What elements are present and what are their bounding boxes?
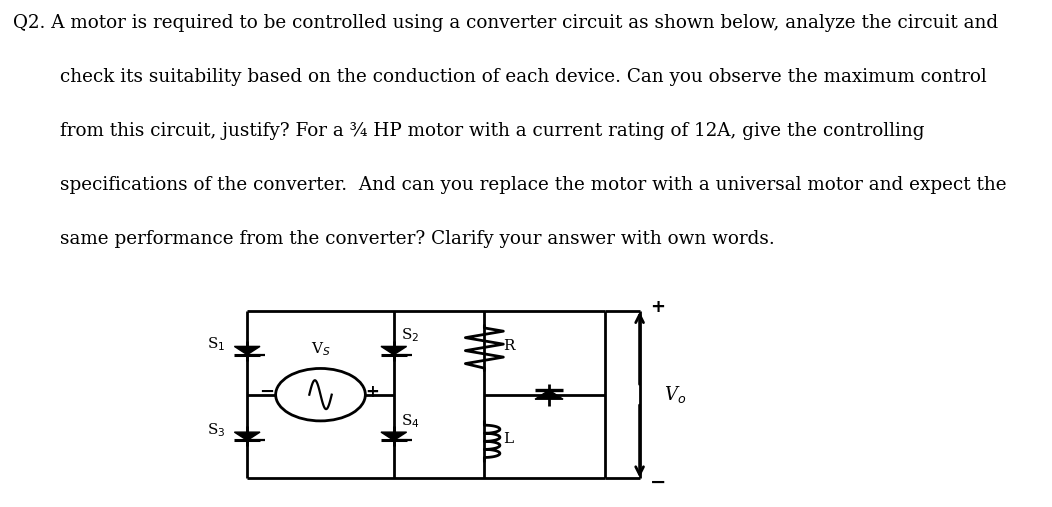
Polygon shape (235, 346, 260, 355)
Text: V$_o$: V$_o$ (664, 384, 686, 405)
Text: from this circuit, justify? For a ¾ HP motor with a current rating of 12A, give : from this circuit, justify? For a ¾ HP m… (60, 122, 925, 140)
Polygon shape (381, 346, 407, 355)
Text: L: L (503, 432, 513, 446)
Text: S$_1$: S$_1$ (207, 336, 225, 353)
Text: S$_2$: S$_2$ (401, 327, 419, 344)
Polygon shape (235, 432, 260, 441)
Polygon shape (535, 390, 563, 399)
Text: −: − (260, 383, 275, 401)
Text: Q2. A motor is required to be controlled using a converter circuit as shown belo: Q2. A motor is required to be controlled… (13, 14, 997, 32)
Text: specifications of the converter.  And can you replace the motor with a universal: specifications of the converter. And can… (60, 176, 1007, 194)
Text: S$_4$: S$_4$ (401, 412, 420, 430)
Text: S$_3$: S$_3$ (207, 421, 225, 439)
Text: +: + (650, 299, 665, 316)
Text: check its suitability based on the conduction of each device. Can you observe th: check its suitability based on the condu… (60, 68, 987, 86)
Text: −: − (650, 473, 666, 491)
Polygon shape (381, 432, 407, 441)
Text: +: + (365, 383, 379, 401)
Text: same performance from the converter? Clarify your answer with own words.: same performance from the converter? Cla… (60, 230, 774, 248)
Text: V$_S$: V$_S$ (310, 341, 330, 358)
Text: R: R (503, 339, 514, 352)
